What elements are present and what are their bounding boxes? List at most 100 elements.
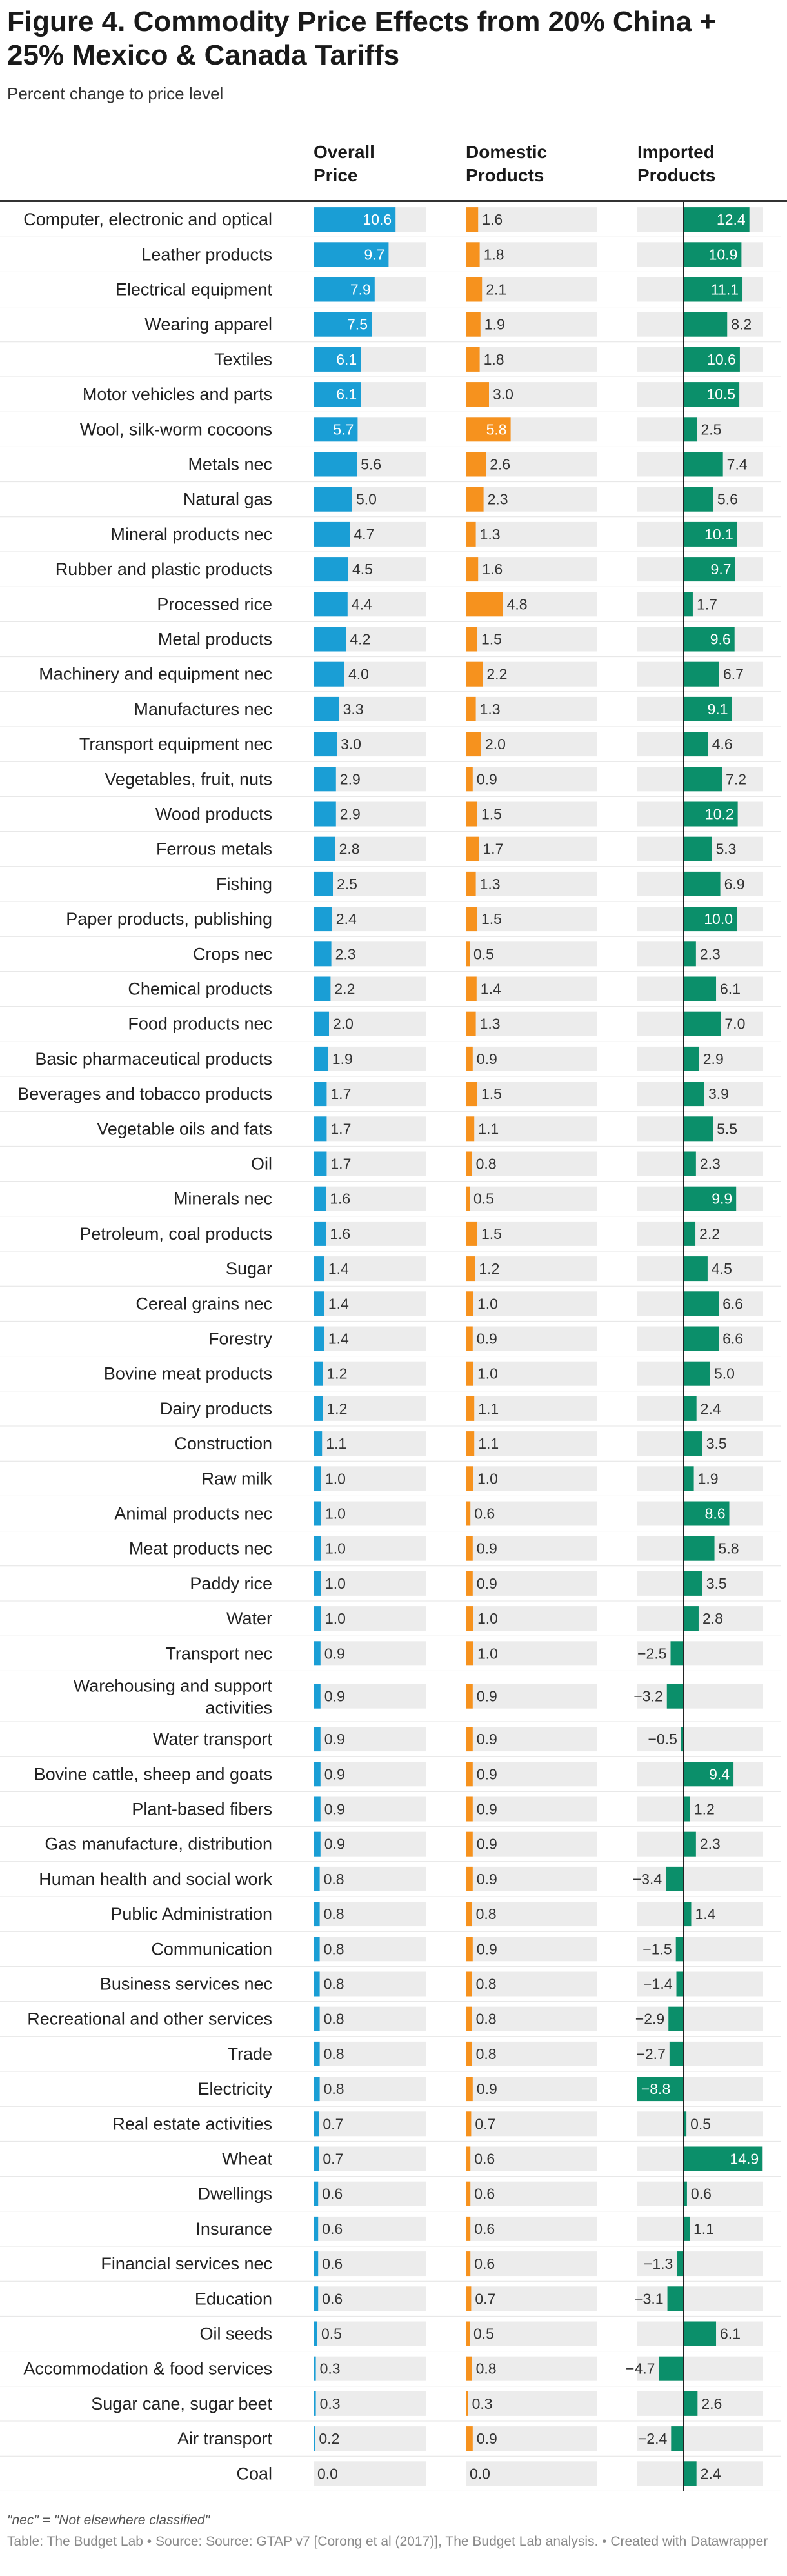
value-label-domestic: 1.5 <box>481 806 502 823</box>
bar-track <box>466 242 597 267</box>
bar-imported <box>684 1606 699 1631</box>
value-label-domestic: 0.8 <box>476 2011 497 2028</box>
value-label-overall: 1.7 <box>330 1085 351 1102</box>
row-label: Crops nec <box>193 944 272 963</box>
value-label-domestic: 1.0 <box>477 1470 498 1487</box>
bar-domestic <box>466 1466 473 1491</box>
row-label: Beverages and tobacco products <box>17 1084 272 1103</box>
value-label-imported: 9.9 <box>712 1191 732 1207</box>
bar-track <box>637 1866 763 1891</box>
bar-overall <box>314 1937 320 1962</box>
bar-track <box>637 1606 763 1631</box>
bar-imported <box>637 2077 684 2102</box>
bar-overall <box>314 1902 320 1927</box>
bar-track <box>466 1431 597 1456</box>
bar-imported <box>684 1186 737 1211</box>
bar-imported <box>684 1796 690 1822</box>
bar-imported <box>684 767 722 792</box>
bar-domestic <box>466 2216 471 2241</box>
bar-track <box>314 2461 426 2486</box>
value-label-imported: 6.7 <box>723 666 744 683</box>
value-label-domestic: 1.6 <box>482 211 503 228</box>
value-label-overall: 0.9 <box>324 1688 345 1705</box>
bar-overall <box>314 1256 324 1282</box>
value-label-imported: 2.3 <box>700 1156 721 1172</box>
bar-domestic <box>466 2321 470 2346</box>
bar-overall <box>314 836 335 861</box>
bar-track <box>314 1796 426 1822</box>
value-label-imported: 2.4 <box>701 2465 721 2482</box>
bar-overall <box>314 1796 321 1822</box>
bar-domestic <box>466 732 481 757</box>
bar-track <box>314 2146 426 2171</box>
bar-track <box>314 1221 426 1246</box>
value-label-imported: 12.4 <box>717 211 746 228</box>
bar-imported <box>684 1902 692 1927</box>
bar-domestic <box>466 1866 473 1891</box>
bar-overall <box>314 2111 319 2137</box>
value-label-imported: 2.9 <box>703 1051 724 1067</box>
bar-imported <box>684 277 743 302</box>
value-label-overall: 10.6 <box>363 211 392 228</box>
value-label-domestic: 0.9 <box>477 1331 497 1347</box>
value-label-overall: 2.3 <box>335 945 356 962</box>
value-label-overall: 0.2 <box>319 2430 339 2447</box>
value-label-imported: 5.5 <box>717 1120 737 1137</box>
value-label-domestic: 0.8 <box>476 1156 497 1172</box>
bar-track <box>466 661 597 687</box>
bar-imported <box>684 2461 697 2486</box>
value-label-imported: 3.5 <box>706 1435 727 1452</box>
value-label-imported: 1.9 <box>698 1470 719 1487</box>
bar-imported <box>684 1501 730 1526</box>
value-label-imported: 5.6 <box>717 491 738 508</box>
value-label-overall: 7.5 <box>347 316 368 333</box>
value-label-domestic: 0.9 <box>477 1871 497 1887</box>
bar-imported <box>684 976 717 1001</box>
bar-imported <box>684 1571 702 1596</box>
value-label-imported: −3.2 <box>633 1688 662 1705</box>
row-label: Chemical products <box>128 980 272 999</box>
value-label-domestic: 0.7 <box>475 2115 495 2132</box>
value-label-imported: 6.1 <box>720 981 741 998</box>
bar-domestic <box>466 661 483 687</box>
row-label: Electrical equipment <box>115 280 273 299</box>
bar-imported <box>684 2391 698 2416</box>
value-label-imported: −1.3 <box>644 2255 673 2272</box>
bar-overall <box>314 1641 321 1666</box>
bar-imported <box>684 871 721 896</box>
value-label-imported: 2.8 <box>702 1610 723 1627</box>
bar-track <box>466 1221 597 1246</box>
value-label-imported: 4.6 <box>712 736 733 752</box>
bar-domestic <box>466 1762 473 1787</box>
bar-imported <box>684 417 697 442</box>
bar-imported <box>669 2041 684 2066</box>
bar-track <box>466 801 597 827</box>
value-label-domestic: 1.3 <box>480 701 501 718</box>
row-label: Minerals nec <box>174 1189 272 1209</box>
bar-imported <box>659 2356 684 2381</box>
value-label-imported: −2.4 <box>638 2430 668 2447</box>
bar-track <box>314 2041 426 2066</box>
bar-imported <box>671 2426 684 2451</box>
bar-overall <box>314 1684 321 1709</box>
bar-imported <box>684 941 696 967</box>
bar-overall <box>314 2391 316 2416</box>
bar-imported <box>684 1221 696 1246</box>
value-label-domestic: 2.0 <box>485 736 506 752</box>
bar-imported <box>666 1684 684 1709</box>
bar-overall <box>314 907 332 932</box>
row-label: Recreational and other services <box>27 2009 272 2029</box>
value-label-overall: 2.8 <box>339 841 360 858</box>
row-label: Vegetables, fruit, nuts <box>105 769 272 789</box>
bar-domestic <box>466 1641 473 1666</box>
bar-imported <box>684 1326 719 1351</box>
value-label-imported: −1.5 <box>643 1940 672 1957</box>
value-label-overall: 1.4 <box>328 1331 349 1347</box>
value-label-imported: −8.8 <box>641 2080 670 2097</box>
value-label-domestic: 0.6 <box>474 1505 495 1522</box>
bar-domestic <box>466 592 503 617</box>
value-label-imported: −1.4 <box>643 1975 673 1992</box>
row-label: Rubber and plastic products <box>55 559 272 579</box>
bar-imported <box>676 1971 684 1997</box>
bar-track <box>637 941 763 967</box>
